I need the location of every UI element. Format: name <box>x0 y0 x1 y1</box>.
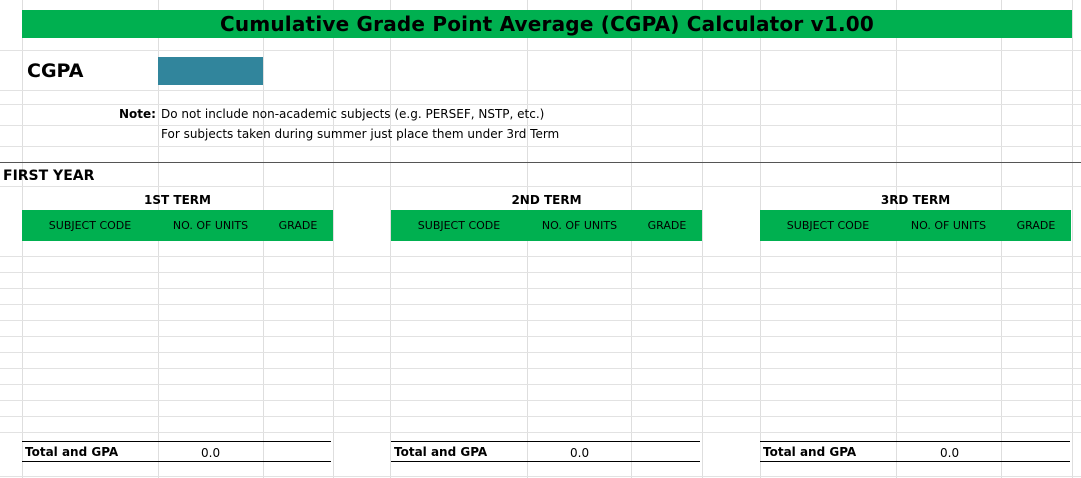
col-units: NO. OF UNITS <box>910 219 987 232</box>
total-bottom-border <box>391 461 700 462</box>
term-3-total-value[interactable]: 0.0 <box>940 446 960 460</box>
col-grade: GRADE <box>647 219 687 232</box>
note-line-1: Do not include non-academic subjects (e.… <box>161 107 545 121</box>
note-label: Note: <box>119 107 156 121</box>
total-bottom-border <box>22 461 331 462</box>
col-subject-code: SUBJECT CODE <box>48 219 132 232</box>
cgpa-label: CGPA <box>27 60 84 82</box>
term-1-total-value[interactable]: 0.0 <box>201 446 221 460</box>
col-grade: GRADE <box>278 219 318 232</box>
col-subject-code: SUBJECT CODE <box>417 219 501 232</box>
term-2-total-label: Total and GPA <box>394 445 488 459</box>
col-units: NO. OF UNITS <box>172 219 249 232</box>
term-3-header-row: SUBJECT CODE NO. OF UNITS GRADE <box>760 210 1071 241</box>
term-3-title: 3RD TERM <box>880 193 951 207</box>
term-2-total-value[interactable]: 0.0 <box>570 446 590 460</box>
col-subject-code: SUBJECT CODE <box>786 219 870 232</box>
term-1-title: 1ST TERM <box>144 193 211 207</box>
page-title: Cumulative Grade Point Average (CGPA) Ca… <box>22 10 1072 38</box>
term-1-total-label: Total and GPA <box>25 445 119 459</box>
total-bottom-border <box>760 461 1070 462</box>
term-3-total-label: Total and GPA <box>763 445 857 459</box>
cgpa-value-cell[interactable] <box>158 57 263 85</box>
term-2-header-row: SUBJECT CODE NO. OF UNITS GRADE <box>391 210 702 241</box>
section-divider <box>0 162 1081 163</box>
col-grade: GRADE <box>1016 219 1056 232</box>
total-top-border <box>760 441 1070 442</box>
total-top-border <box>391 441 700 442</box>
term-2-title: 2ND TERM <box>511 193 582 207</box>
term-1-header-row: SUBJECT CODE NO. OF UNITS GRADE <box>22 210 333 241</box>
total-top-border <box>22 441 331 442</box>
year-label: FIRST YEAR <box>3 168 95 184</box>
col-units: NO. OF UNITS <box>541 219 618 232</box>
note-line-2: For subjects taken during summer just pl… <box>161 127 560 141</box>
